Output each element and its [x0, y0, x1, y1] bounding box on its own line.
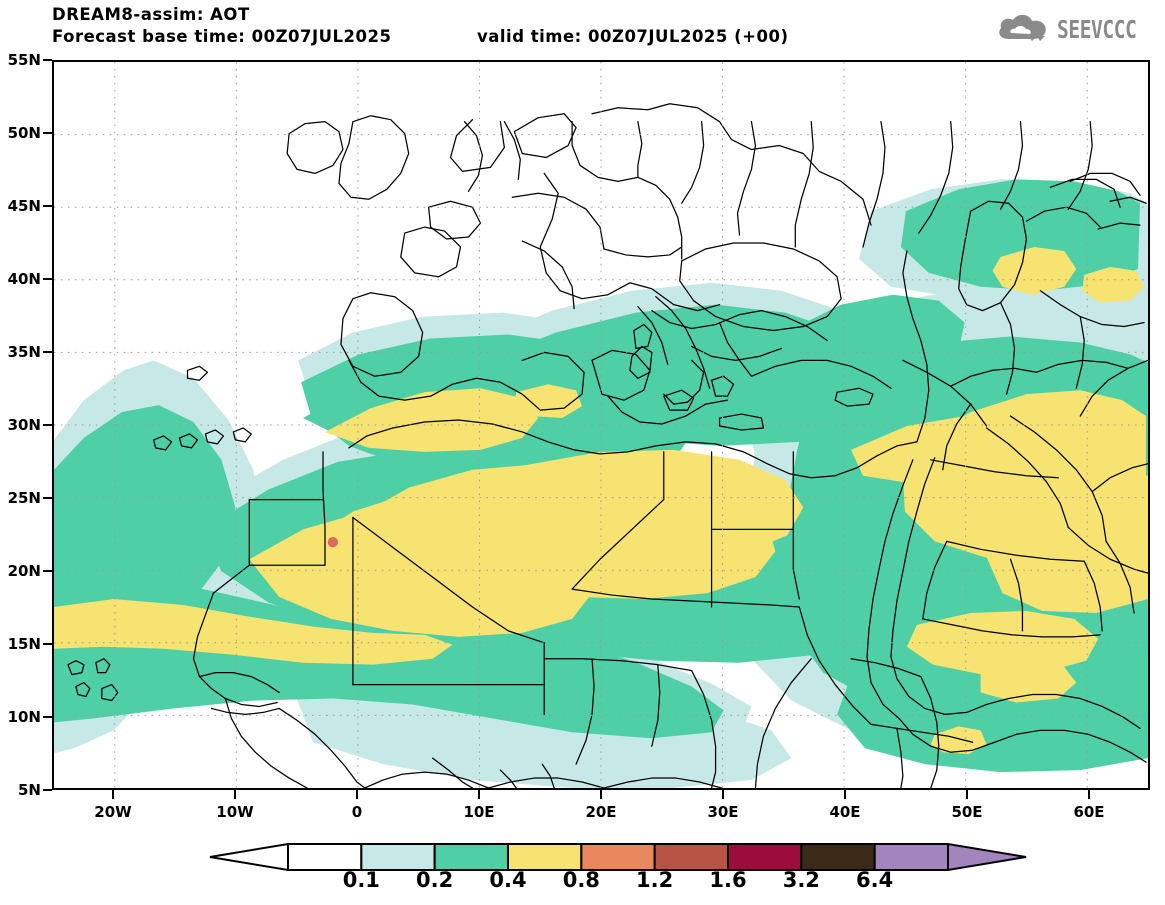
y-tick-mark — [43, 132, 52, 134]
y-tick-mark — [43, 570, 52, 572]
y-tick-mark — [43, 789, 52, 791]
station-marker-dot — [327, 536, 339, 548]
coastlines-and-borders — [67, 103, 1148, 788]
y-tick-mark — [43, 205, 52, 207]
colorbar-tick-label-0: 0.1 — [342, 868, 380, 892]
y-tick-mark — [43, 351, 52, 353]
x-axis-label-4: 20E — [585, 803, 617, 821]
colorbar-band-7 — [800, 843, 876, 871]
x-tick-mark — [112, 790, 114, 799]
colorbar-tick-label-6: 3.2 — [782, 868, 820, 892]
colorbar-tick-label-3: 0.8 — [562, 868, 600, 892]
colorbar-band-8 — [873, 843, 950, 871]
page-title: DREAM8-assim: AOT — [52, 5, 250, 24]
x-tick-mark — [1088, 790, 1090, 799]
x-axis-label-6: 40E — [829, 803, 861, 821]
forecast-base-time-label: Forecast base time: 00Z07JUL2025 — [52, 27, 392, 46]
colorbar-band-2 — [433, 843, 509, 871]
x-tick-mark — [966, 790, 968, 799]
y-axis-label-5: 30N — [7, 416, 41, 434]
x-tick-mark — [234, 790, 236, 799]
y-axis-label-6: 25N — [7, 489, 41, 507]
colorbar-band-3 — [507, 843, 583, 871]
x-axis-label-0: 20W — [94, 803, 132, 821]
colorbar-tick-label-7: 6.4 — [856, 868, 894, 892]
valid-time-label: valid time: 00Z07JUL2025 (+00) — [477, 27, 789, 46]
colorbar-band-0 — [287, 843, 363, 871]
colorbar-tick-label-5: 1.6 — [709, 868, 747, 892]
x-tick-mark — [722, 790, 724, 799]
colorbar-tick-label-4: 1.2 — [636, 868, 674, 892]
colorbar-band-4 — [580, 843, 656, 871]
seevccc-logo: SEEVCCC — [995, 8, 1157, 50]
y-axis-label-9: 10N — [7, 708, 41, 726]
colorbar: 0.1 0.2 0.4 0.8 1.2 1.6 3.2 6.4 — [0, 838, 1165, 900]
y-axis-label-2: 45N — [7, 197, 41, 215]
y-tick-mark — [43, 424, 52, 426]
x-tick-mark — [478, 790, 480, 799]
colorbar-right-cap — [947, 842, 1027, 872]
y-tick-mark — [43, 643, 52, 645]
colorbar-band-1 — [360, 843, 436, 871]
x-tick-mark — [356, 790, 358, 799]
logo-text: SEEVCCC — [1057, 14, 1137, 44]
y-axis-label-8: 15N — [7, 635, 41, 653]
colorbar-tick-label-2: 0.4 — [489, 868, 527, 892]
y-axis-label-1: 50N — [7, 124, 41, 142]
x-tick-mark — [844, 790, 846, 799]
cloud-icon — [999, 14, 1046, 41]
x-axis-label-8: 60E — [1073, 803, 1105, 821]
y-axis-label-7: 20N — [7, 562, 41, 580]
x-axis-label-5: 30E — [707, 803, 739, 821]
colorbar-band-5 — [653, 843, 730, 871]
y-tick-mark — [43, 59, 52, 61]
y-axis-label-10: 5N — [18, 781, 41, 799]
y-tick-mark — [43, 716, 52, 718]
chart-header: DREAM8-assim: AOT Forecast base time: 00… — [0, 0, 1165, 58]
y-axis-label-4: 35N — [7, 343, 41, 361]
x-axis-label-3: 10E — [463, 803, 495, 821]
y-tick-mark — [43, 278, 52, 280]
y-axis-label-0: 55N — [7, 51, 41, 69]
y-tick-mark — [43, 497, 52, 499]
aot-map — [54, 62, 1148, 788]
x-axis-label-2: 0 — [351, 803, 363, 821]
x-axis-label-1: 10W — [216, 803, 254, 821]
map-gridlines — [54, 62, 1148, 788]
colorbar-band-6 — [727, 843, 803, 871]
x-tick-mark — [600, 790, 602, 799]
colorbar-left-cap — [209, 842, 289, 872]
x-axis-label-7: 50E — [951, 803, 983, 821]
y-axis-label-3: 40N — [7, 270, 41, 288]
colorbar-tick-label-1: 0.2 — [416, 868, 454, 892]
colorbar-swatches — [209, 842, 1027, 872]
map-plot-area — [52, 60, 1150, 790]
